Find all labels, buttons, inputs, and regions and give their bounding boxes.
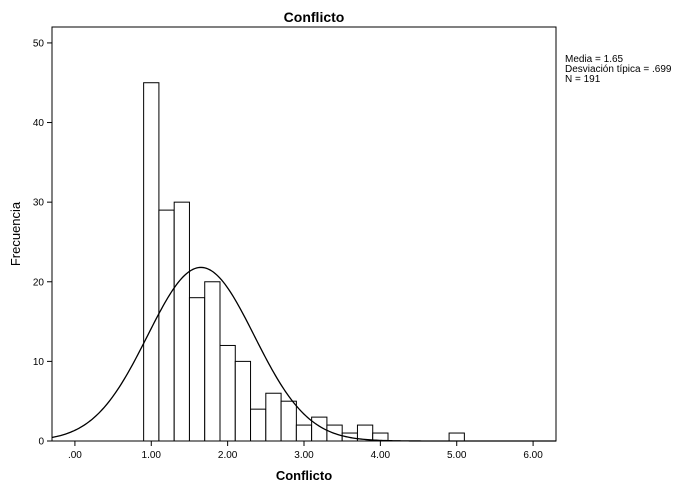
stats-line: N = 191 bbox=[565, 74, 601, 85]
histogram-bar bbox=[188, 297, 206, 442]
x-axis-ticks: .00 1.00 2.00 3.00 4.00 5.00 6.00 bbox=[68, 441, 543, 461]
histogram-bar bbox=[234, 360, 252, 442]
stats-line: Desviación típica = .699 bbox=[565, 64, 672, 75]
bars-group bbox=[143, 82, 465, 442]
x-tick-label: 3.00 bbox=[294, 450, 314, 461]
y-axis-title: Frecuencia bbox=[8, 201, 23, 266]
histogram-bar bbox=[265, 392, 282, 442]
histogram-bar bbox=[219, 344, 236, 442]
y-tick-label: 20 bbox=[33, 277, 45, 288]
y-tick-label: 0 bbox=[38, 437, 44, 448]
x-tick-label: 4.00 bbox=[371, 450, 391, 461]
histogram-bar bbox=[280, 400, 297, 442]
x-tick-label: 1.00 bbox=[142, 450, 162, 461]
x-tick-label: .00 bbox=[68, 450, 82, 461]
y-tick-label: 50 bbox=[33, 38, 45, 49]
y-axis-ticks: 0 10 20 30 40 50 bbox=[33, 38, 52, 448]
histogram-bar bbox=[204, 281, 221, 442]
histogram-bar bbox=[173, 201, 190, 442]
normal-curve bbox=[51, 266, 556, 442]
chart-title: Conflicto bbox=[284, 9, 345, 25]
y-tick-label: 10 bbox=[33, 357, 45, 368]
histogram-bar bbox=[158, 209, 175, 442]
x-tick-label: 5.00 bbox=[447, 450, 467, 461]
stats-line: Media = 1.65 bbox=[565, 54, 624, 65]
histogram-bar bbox=[143, 82, 160, 442]
histogram-bar bbox=[295, 424, 313, 442]
histogram-bar bbox=[250, 408, 267, 442]
x-axis-title: Conflicto bbox=[276, 468, 332, 483]
y-tick-label: 30 bbox=[33, 198, 45, 209]
histogram-bar bbox=[448, 432, 465, 442]
x-tick-label: 6.00 bbox=[523, 450, 543, 461]
plot-frame bbox=[51, 26, 557, 442]
y-tick-label: 40 bbox=[33, 118, 45, 129]
x-tick-label: 2.00 bbox=[218, 450, 238, 461]
